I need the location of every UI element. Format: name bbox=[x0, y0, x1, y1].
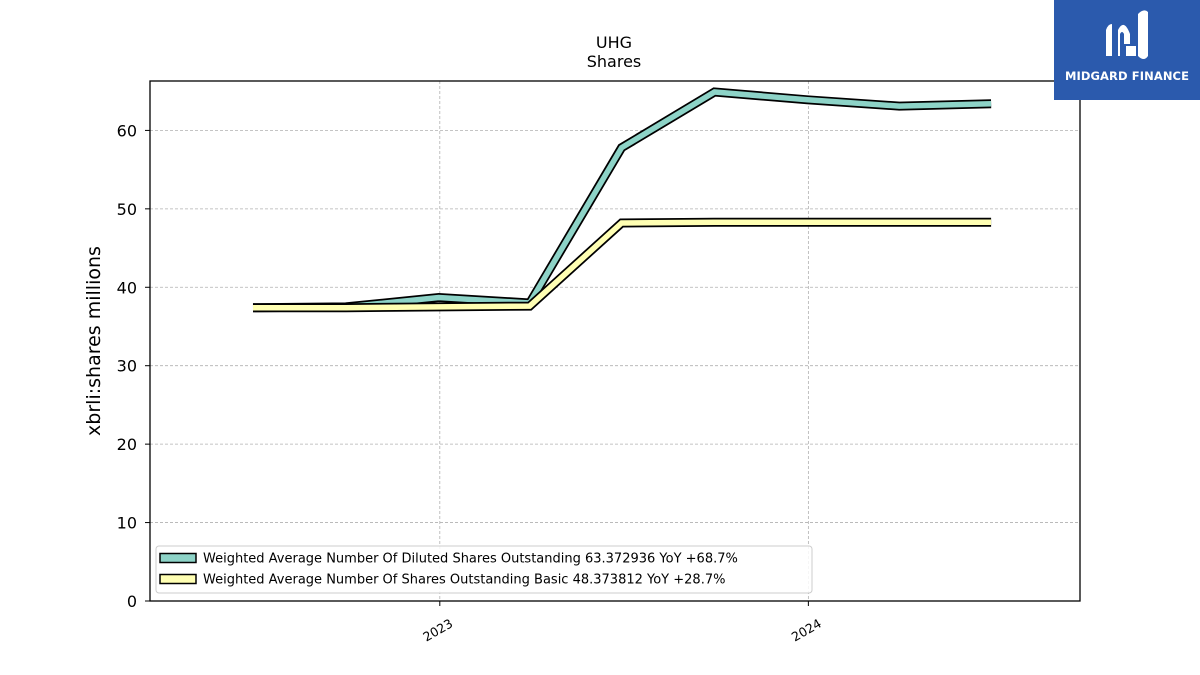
legend-label: Weighted Average Number Of Shares Outsta… bbox=[203, 573, 725, 588]
y-tick-label: 10 bbox=[117, 514, 137, 533]
legend: Weighted Average Number Of Diluted Share… bbox=[155, 545, 813, 594]
legend-frame bbox=[155, 545, 813, 594]
series-1-outline bbox=[252, 87, 992, 313]
y-tick-label: 40 bbox=[117, 278, 137, 297]
y-tick-label: 30 bbox=[117, 357, 137, 376]
series-2-line bbox=[253, 219, 992, 311]
y-tick-label: 60 bbox=[117, 121, 137, 140]
y-axis-label: xbrli:shares millions bbox=[83, 246, 105, 436]
x-tick-label: 2024 bbox=[789, 616, 824, 645]
chart-subtitle: Shares bbox=[587, 52, 642, 71]
series-1-line bbox=[252, 89, 992, 311]
plot-frame bbox=[149, 80, 1081, 602]
y-tick-label: 50 bbox=[117, 200, 137, 219]
x-axis-ticks: 2023 2024 bbox=[420, 601, 824, 645]
legend-swatch bbox=[159, 573, 197, 585]
legend-label: Weighted Average Number Of Diluted Share… bbox=[203, 552, 738, 567]
series-layer bbox=[252, 87, 992, 313]
logo-mark-icon bbox=[1106, 10, 1148, 59]
series-2-outline bbox=[253, 217, 992, 313]
legend-swatch bbox=[159, 552, 197, 564]
y-tick-label: 20 bbox=[117, 435, 137, 454]
midgard-finance-logo: MIDGARD FINANCE bbox=[1054, 0, 1200, 100]
x-tick-label: 2023 bbox=[420, 616, 455, 645]
logo-text: MIDGARD FINANCE bbox=[1064, 69, 1190, 83]
y-axis-ticks: 0 10 20 30 40 50 60 bbox=[117, 121, 150, 611]
y-tick-label: 0 bbox=[127, 592, 137, 611]
chart-title: UHG bbox=[596, 33, 632, 52]
grid-lines bbox=[150, 81, 1080, 601]
